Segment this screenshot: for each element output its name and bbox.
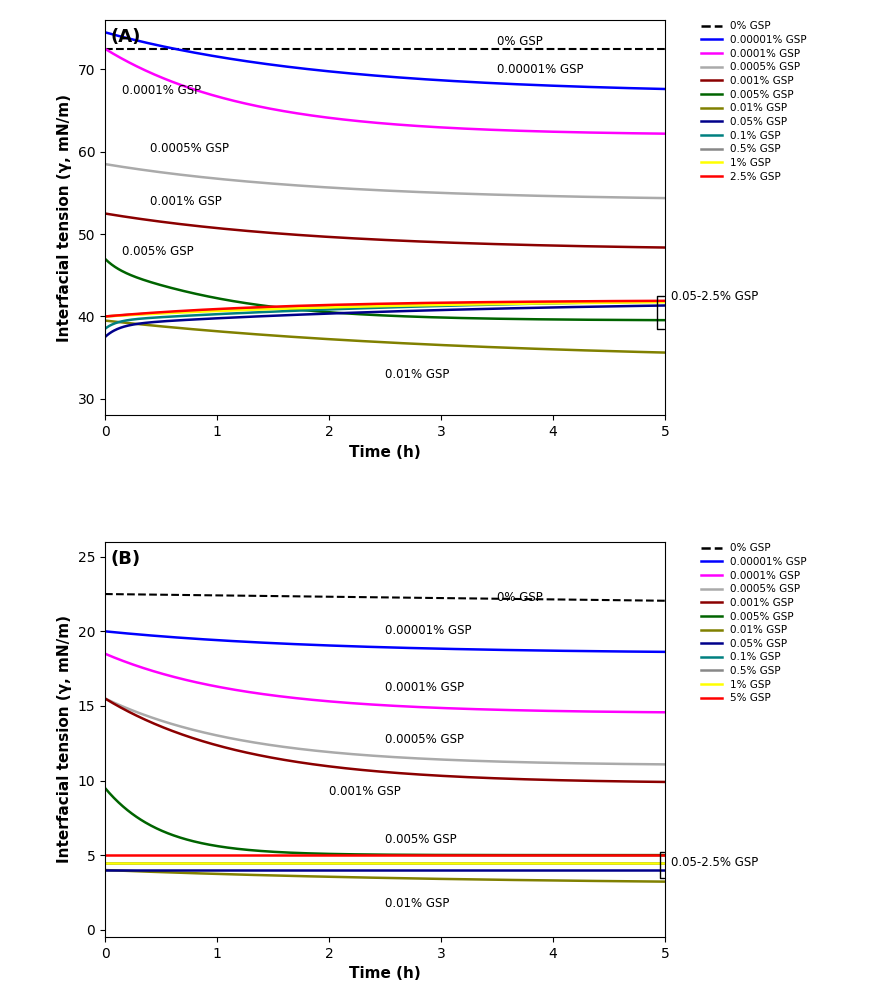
Text: 0.0001% GSP: 0.0001% GSP: [385, 681, 464, 694]
Text: 0.05-2.5% GSP: 0.05-2.5% GSP: [670, 855, 758, 868]
Text: 0.001% GSP: 0.001% GSP: [329, 786, 401, 799]
Text: 0.00001% GSP: 0.00001% GSP: [497, 64, 584, 77]
Text: 0.0005% GSP: 0.0005% GSP: [150, 142, 228, 155]
Text: (A): (A): [110, 28, 141, 46]
Text: 0.05-2.5% GSP: 0.05-2.5% GSP: [670, 290, 758, 303]
Text: 0% GSP: 0% GSP: [497, 591, 542, 604]
Text: 0.005% GSP: 0.005% GSP: [385, 833, 457, 846]
Text: 0.0001% GSP: 0.0001% GSP: [122, 84, 201, 97]
Text: 0.0005% GSP: 0.0005% GSP: [385, 733, 464, 746]
Text: 0.001% GSP: 0.001% GSP: [150, 195, 221, 208]
Y-axis label: Interfacial tension (γ, mN/m): Interfacial tension (γ, mN/m): [57, 94, 72, 342]
Legend: 0% GSP, 0.00001% GSP, 0.0001% GSP, 0.0005% GSP, 0.001% GSP, 0.005% GSP, 0.01% GS: 0% GSP, 0.00001% GSP, 0.0001% GSP, 0.000…: [696, 539, 811, 708]
Legend: 0% GSP, 0.00001% GSP, 0.0001% GSP, 0.0005% GSP, 0.001% GSP, 0.005% GSP, 0.01% GS: 0% GSP, 0.00001% GSP, 0.0001% GSP, 0.000…: [696, 17, 811, 185]
X-axis label: Time (h): Time (h): [349, 966, 421, 981]
Y-axis label: Interfacial tension (γ, mN/m): Interfacial tension (γ, mN/m): [57, 615, 72, 863]
Text: 0.005% GSP: 0.005% GSP: [122, 244, 193, 257]
X-axis label: Time (h): Time (h): [349, 445, 421, 460]
Text: 0% GSP: 0% GSP: [497, 35, 542, 48]
Text: 0.01% GSP: 0.01% GSP: [385, 368, 450, 381]
Text: (B): (B): [110, 549, 141, 567]
Text: 0.01% GSP: 0.01% GSP: [385, 897, 450, 910]
Text: 0.00001% GSP: 0.00001% GSP: [385, 624, 472, 637]
